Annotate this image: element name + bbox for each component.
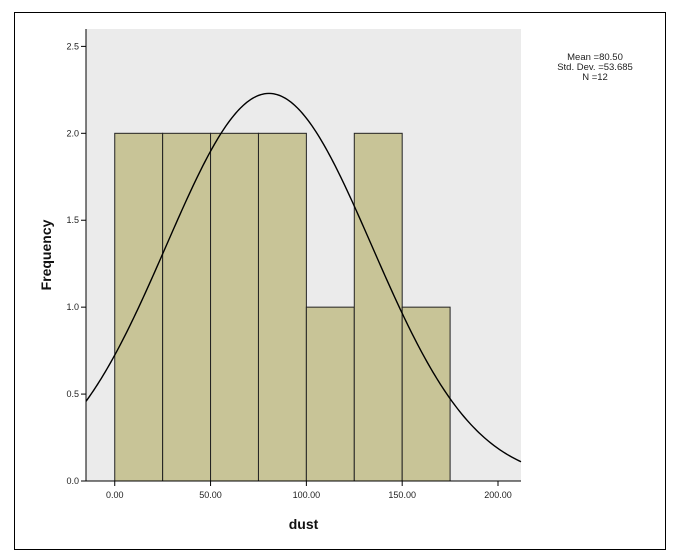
y-axis: 0.0 0.5 1.0 1.5 2.0 2.5 <box>66 29 87 486</box>
histogram-chart: 0.0 0.5 1.0 1.5 2.0 2.5 0.00 50.00 100.00 150.00… <box>38 29 633 532</box>
histogram-bar-3 <box>210 132 259 482</box>
stats-line: Std. Dev. =53.685 <box>557 62 633 73</box>
y-tick-label: 0.0 <box>66 476 79 486</box>
x-tick-label: 100.00 <box>293 490 321 500</box>
stats-line: Mean =80.50 <box>567 52 623 63</box>
y-tick-label: 1.5 <box>66 215 79 225</box>
stats-line: N =12 <box>582 72 608 83</box>
x-tick-label: 0.00 <box>106 490 124 500</box>
chart-frame: 0.0 0.5 1.0 1.5 2.0 2.5 0.00 50.00 100.00 150.00… <box>14 12 666 550</box>
histogram-bar-7 <box>401 306 451 482</box>
normal-curve <box>85 92 522 463</box>
x-tick-label: 200.00 <box>484 490 512 500</box>
y-axis-title: Frequency <box>38 219 54 290</box>
y-tick-label: 0.5 <box>66 389 79 399</box>
y-tick-label: 2.5 <box>66 41 79 51</box>
histogram-bar-5 <box>305 306 355 482</box>
y-tick-label: 1.0 <box>66 302 79 312</box>
histogram-bar-6 <box>353 132 403 482</box>
x-axis: 0.00 50.00 100.00 150.00 200.00 <box>86 480 521 500</box>
x-tick-label: 150.00 <box>388 490 416 500</box>
histogram-bar-2 <box>162 132 212 482</box>
x-axis-title: dust <box>289 516 319 532</box>
y-tick-label: 2.0 <box>66 128 79 138</box>
bars-group <box>114 132 451 482</box>
histogram-bar-4 <box>257 132 307 482</box>
x-tick-label: 50.00 <box>199 490 222 500</box>
